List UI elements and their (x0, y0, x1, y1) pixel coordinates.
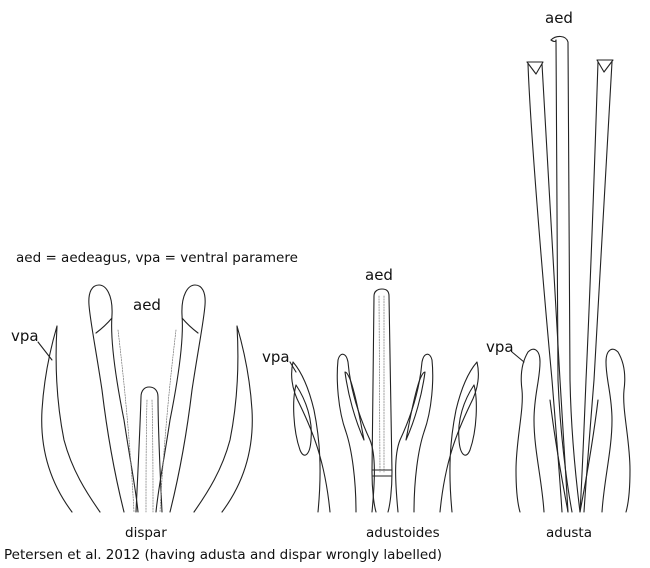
dispar-vpa-right (193, 325, 253, 513)
adusta-aed-label: aed (545, 9, 573, 27)
adusta-vpa-left (515, 348, 545, 513)
dispar-drawing: aed vpa dispar (11, 284, 253, 541)
adusta-vpa-label: vpa (486, 338, 514, 356)
adustoides-inner-leaf-left (344, 371, 365, 441)
adustoides-drawing: aed vpa adustoides (262, 266, 479, 541)
adustoides-paramere-left (336, 353, 375, 513)
adusta-drawing: aed vpa adusta (486, 9, 631, 541)
adustoides-vpa-left (291, 361, 331, 513)
figure-caption: Petersen et al. 2012 (having adusta and … (4, 547, 442, 563)
adustoides-paramere-right (395, 353, 434, 513)
dispar-aed-right (155, 284, 206, 513)
adusta-aedeagus (550, 35, 581, 513)
adustoides-vpa-right (439, 361, 479, 513)
adusta-vpa-right (601, 348, 631, 513)
dispar-aed-left (88, 284, 139, 513)
adustoides-leaf-right (458, 384, 477, 456)
adustoides-leaf-left (293, 384, 312, 456)
adusta-arm-right (579, 59, 614, 513)
dispar-vpa-label: vpa (11, 327, 39, 345)
species-name-right: adusta (546, 525, 592, 541)
dispar-aed-label: aed (133, 296, 161, 314)
adustoides-inner-leaf-right (405, 371, 426, 441)
legend-text: aed = aedeagus, vpa = ventral paramere (16, 250, 298, 266)
dispar-vpa-left (41, 325, 101, 513)
adustoides-aed-label: aed (365, 266, 393, 284)
species-name-left: dispar (125, 525, 167, 541)
adustoides-aedeagus (371, 288, 393, 513)
species-name-middle: adustoides (366, 525, 440, 541)
adusta-arm-left (526, 61, 569, 513)
adustoides-vpa-label: vpa (262, 348, 290, 366)
dispar-median-piece (135, 386, 163, 513)
